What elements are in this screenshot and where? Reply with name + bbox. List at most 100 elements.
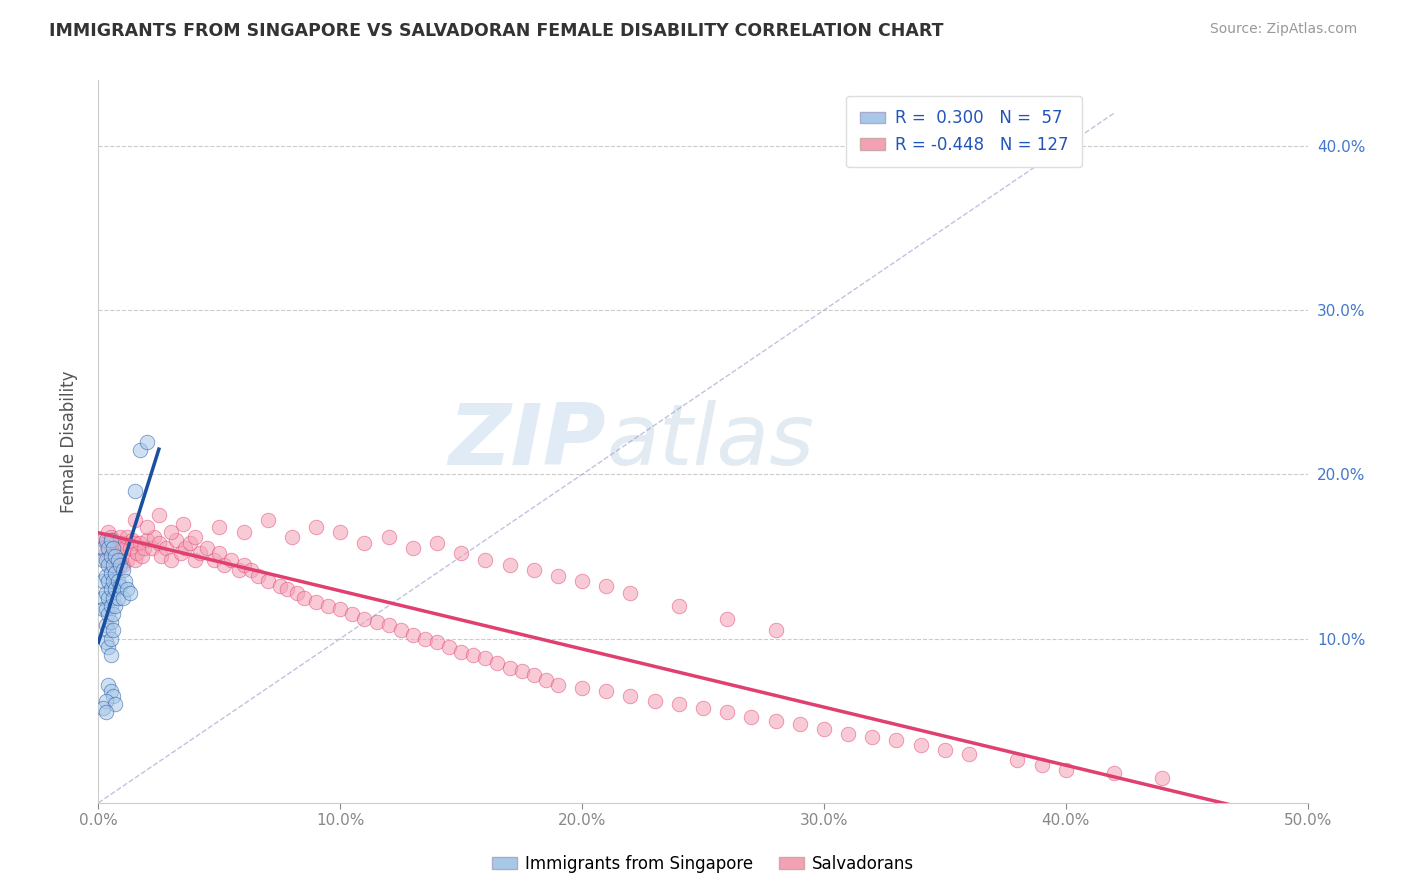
Point bbox=[134, 541, 156, 556]
Point bbox=[91, 541, 114, 556]
Point bbox=[94, 602, 117, 616]
Point bbox=[101, 624, 124, 638]
Point bbox=[101, 563, 124, 577]
Point bbox=[256, 513, 278, 527]
Point bbox=[716, 612, 738, 626]
Point bbox=[179, 536, 201, 550]
Point bbox=[94, 546, 117, 560]
Point bbox=[100, 582, 122, 597]
Point bbox=[305, 520, 328, 534]
Point bbox=[247, 569, 270, 583]
Point bbox=[108, 553, 131, 567]
Point bbox=[353, 612, 375, 626]
Point bbox=[450, 645, 472, 659]
Point bbox=[124, 513, 146, 527]
Point bbox=[91, 602, 114, 616]
Point bbox=[148, 508, 170, 523]
Point bbox=[100, 615, 122, 630]
Point bbox=[813, 722, 835, 736]
Point bbox=[195, 541, 218, 556]
Point bbox=[957, 747, 980, 761]
Point bbox=[860, 730, 883, 744]
Point bbox=[228, 563, 250, 577]
Point bbox=[111, 536, 134, 550]
Point bbox=[377, 618, 399, 632]
Point bbox=[94, 706, 117, 720]
Point bbox=[523, 563, 546, 577]
Point bbox=[571, 574, 593, 588]
Point bbox=[94, 618, 117, 632]
Point bbox=[97, 624, 120, 638]
Point bbox=[765, 714, 787, 728]
Point bbox=[498, 661, 520, 675]
Point bbox=[118, 585, 141, 599]
Point bbox=[668, 698, 690, 712]
Point bbox=[117, 582, 139, 597]
Point bbox=[292, 591, 315, 605]
Point bbox=[111, 591, 134, 605]
Point bbox=[256, 574, 278, 588]
Point bbox=[160, 524, 183, 539]
Point bbox=[101, 541, 124, 556]
Point bbox=[104, 549, 127, 564]
Point bbox=[100, 558, 122, 572]
Point bbox=[97, 607, 120, 621]
Point bbox=[285, 585, 308, 599]
Point bbox=[155, 541, 177, 556]
Point bbox=[100, 541, 122, 556]
Point bbox=[150, 549, 173, 564]
Point bbox=[91, 553, 114, 567]
Point bbox=[239, 563, 262, 577]
Point bbox=[437, 640, 460, 654]
Point bbox=[174, 541, 197, 556]
Point bbox=[100, 632, 122, 646]
Point bbox=[426, 536, 449, 550]
Point bbox=[1031, 758, 1053, 772]
Point bbox=[91, 574, 114, 588]
Point bbox=[104, 553, 127, 567]
Point bbox=[366, 615, 388, 630]
Point bbox=[1152, 771, 1174, 785]
Point bbox=[212, 558, 235, 572]
Text: Source: ZipAtlas.com: Source: ZipAtlas.com bbox=[1209, 22, 1357, 37]
Point bbox=[765, 624, 787, 638]
Point bbox=[143, 530, 166, 544]
Point bbox=[135, 533, 157, 547]
Point bbox=[117, 553, 139, 567]
Point bbox=[135, 434, 157, 449]
Legend: R =  0.300   N =  57, R = -0.448   N = 127: R = 0.300 N = 57, R = -0.448 N = 127 bbox=[846, 95, 1081, 167]
Point bbox=[124, 483, 146, 498]
Point bbox=[100, 533, 122, 547]
Point bbox=[169, 546, 191, 560]
Point bbox=[100, 684, 122, 698]
Point bbox=[619, 689, 641, 703]
Point bbox=[498, 558, 520, 572]
Point bbox=[389, 624, 412, 638]
Point bbox=[101, 558, 124, 572]
Point bbox=[148, 536, 170, 550]
Point bbox=[281, 530, 304, 544]
Point bbox=[910, 739, 932, 753]
Point bbox=[316, 599, 339, 613]
Point bbox=[474, 553, 496, 567]
Point bbox=[450, 546, 472, 560]
Point bbox=[94, 585, 117, 599]
Point bbox=[184, 553, 207, 567]
Point bbox=[124, 553, 146, 567]
Point bbox=[97, 541, 120, 556]
Point bbox=[111, 563, 134, 577]
Point bbox=[104, 566, 127, 580]
Point bbox=[1054, 763, 1077, 777]
Point bbox=[104, 698, 127, 712]
Point bbox=[128, 442, 150, 457]
Point bbox=[534, 673, 557, 687]
Point bbox=[141, 541, 163, 556]
Point bbox=[114, 574, 136, 588]
Point bbox=[107, 541, 129, 556]
Point bbox=[94, 536, 117, 550]
Point bbox=[94, 694, 117, 708]
Point bbox=[97, 591, 120, 605]
Point bbox=[402, 541, 425, 556]
Point bbox=[100, 599, 122, 613]
Point bbox=[108, 558, 131, 572]
